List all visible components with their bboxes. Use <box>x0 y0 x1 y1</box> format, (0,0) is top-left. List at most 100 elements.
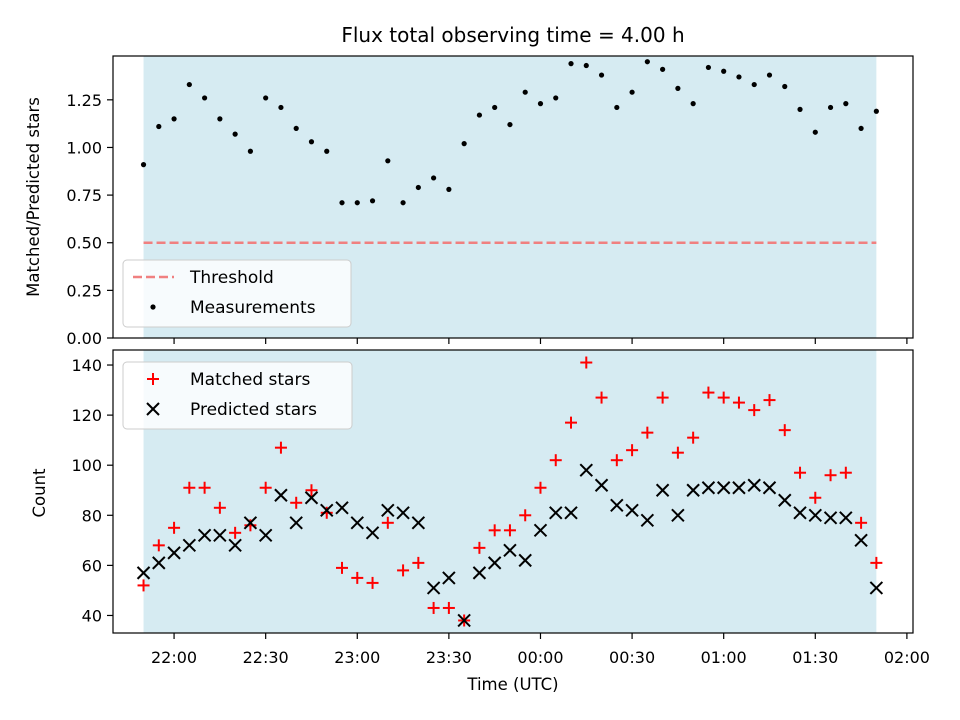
measurement-point <box>507 121 513 128</box>
threshold-legend-label: Threshold <box>189 268 274 288</box>
measurement-point <box>675 85 681 91</box>
measurement-point <box>614 104 620 111</box>
predicted-star-point <box>518 553 532 568</box>
measurement-point <box>797 106 803 112</box>
matched-star-point <box>381 516 394 529</box>
predicted-star-point <box>762 481 777 495</box>
ratio-ytick-label-5: 1.25 <box>66 91 102 110</box>
matched-star-point <box>152 539 165 552</box>
measurement-point <box>629 89 635 95</box>
ratio-frame <box>112 55 914 339</box>
matched-star-point <box>503 524 516 537</box>
matched-star-point <box>565 416 578 429</box>
measurement-point <box>492 104 498 111</box>
ratio-ytick-label-1: 0.25 <box>66 281 102 300</box>
predicted-star-point <box>472 566 487 580</box>
matched-star-point <box>473 541 486 554</box>
matched-star-point <box>732 396 745 409</box>
chart-title: Flux total observing time = 4.00 h <box>341 23 684 47</box>
matched-star-point <box>183 481 196 494</box>
measurement-point <box>293 125 299 132</box>
predicted-star-point <box>716 481 731 495</box>
matched-star-point <box>198 481 211 494</box>
matched-star-point <box>397 564 410 577</box>
matched-star-point <box>824 469 837 482</box>
matched-legend-swatch <box>147 373 159 385</box>
predicted-star-point <box>823 511 838 525</box>
predicted-star-point <box>152 556 166 570</box>
counts-ytick-label-1: 60 <box>82 556 102 575</box>
ratio-ytick-label-3: 0.75 <box>66 186 102 205</box>
predicted-star-point <box>228 538 242 553</box>
measurement-point <box>324 148 330 154</box>
predicted-star-point <box>365 526 380 540</box>
predicted-star-point <box>487 556 502 570</box>
measurement-point <box>217 116 223 122</box>
counts-frame <box>112 349 914 634</box>
matched-star-point <box>870 556 883 569</box>
matched-star-point <box>748 404 761 417</box>
matched-star-point <box>656 391 669 404</box>
predicted-star-point <box>320 503 334 517</box>
matched-star-point <box>794 466 807 479</box>
matched-star-point <box>366 576 379 589</box>
matched-star-point <box>427 601 440 614</box>
ratio-legend: Threshold Measurements <box>122 259 352 328</box>
x-tick-label-1: 22:30 <box>243 648 289 667</box>
matched-star-point <box>534 481 547 494</box>
counts-legend: Matched stars Predicted stars <box>122 361 353 430</box>
predicted-star-point <box>243 516 258 530</box>
measurement-point <box>843 101 849 107</box>
predicted-star-point <box>655 483 670 497</box>
matched-star-point <box>610 454 623 467</box>
matched-star-point <box>549 454 562 467</box>
predicted-star-point <box>167 546 181 560</box>
matched-star-point <box>351 571 364 584</box>
matched-star-point <box>626 444 639 457</box>
ratio-panel: 0.00 0.25 0.50 0.75 1.00 1.25 Matched/Predict… <box>24 55 914 348</box>
matched-stars-points <box>137 356 883 627</box>
matched-star-point <box>763 394 776 407</box>
counts-legend-box <box>122 361 353 430</box>
matched-star-point <box>855 516 868 529</box>
x-tick-label-2: 23:00 <box>334 648 380 667</box>
matched-star-point <box>412 556 425 569</box>
measurement-point <box>461 141 467 147</box>
x-tick-label-4: 00:00 <box>517 648 563 667</box>
predicted-star-point <box>289 516 303 530</box>
ratio-y-axis: 0.00 0.25 0.50 0.75 1.00 1.25 <box>66 91 113 348</box>
predicted-star-point <box>350 516 364 530</box>
measurement-point <box>263 95 269 101</box>
matched-legend-label: Matched stars <box>190 370 310 390</box>
matched-star-point <box>580 356 593 369</box>
measurement-point <box>171 116 177 122</box>
ratio-y-axis-label: Matched/Predicted stars <box>24 97 43 297</box>
matched-star-point <box>290 496 303 509</box>
measurement-point <box>751 81 757 88</box>
measurement-point <box>522 89 528 95</box>
measurement-point <box>140 162 147 168</box>
ratio-ytick-label-2: 0.50 <box>66 234 102 253</box>
measurement-point <box>873 108 879 114</box>
counts-x-axis: 22:00 22:30 23:00 23:30 00:00 00:30 01:00 01:30… <box>151 633 930 667</box>
predicted-star-point <box>213 528 227 543</box>
measurements-legend-swatch <box>150 304 156 310</box>
predicted-star-point <box>197 528 212 543</box>
ratio-legend-box <box>122 259 352 328</box>
measurement-point <box>721 68 727 74</box>
measurement-point <box>476 112 483 118</box>
measurement-point <box>827 104 834 111</box>
predicted-star-point <box>854 533 868 548</box>
measurement-point <box>583 62 589 69</box>
measurement-point <box>156 123 162 130</box>
x-tick-label-3: 23:30 <box>426 648 472 667</box>
matched-star-point <box>305 484 318 497</box>
matched-star-point <box>702 386 715 399</box>
x-tick-label-6: 01:00 <box>701 648 747 667</box>
counts-ytick-label-4: 120 <box>71 406 102 425</box>
measurement-point <box>736 74 742 80</box>
predicted-legend-swatch <box>146 402 160 416</box>
predicted-star-point <box>808 508 822 522</box>
matched-star-point <box>839 466 852 479</box>
